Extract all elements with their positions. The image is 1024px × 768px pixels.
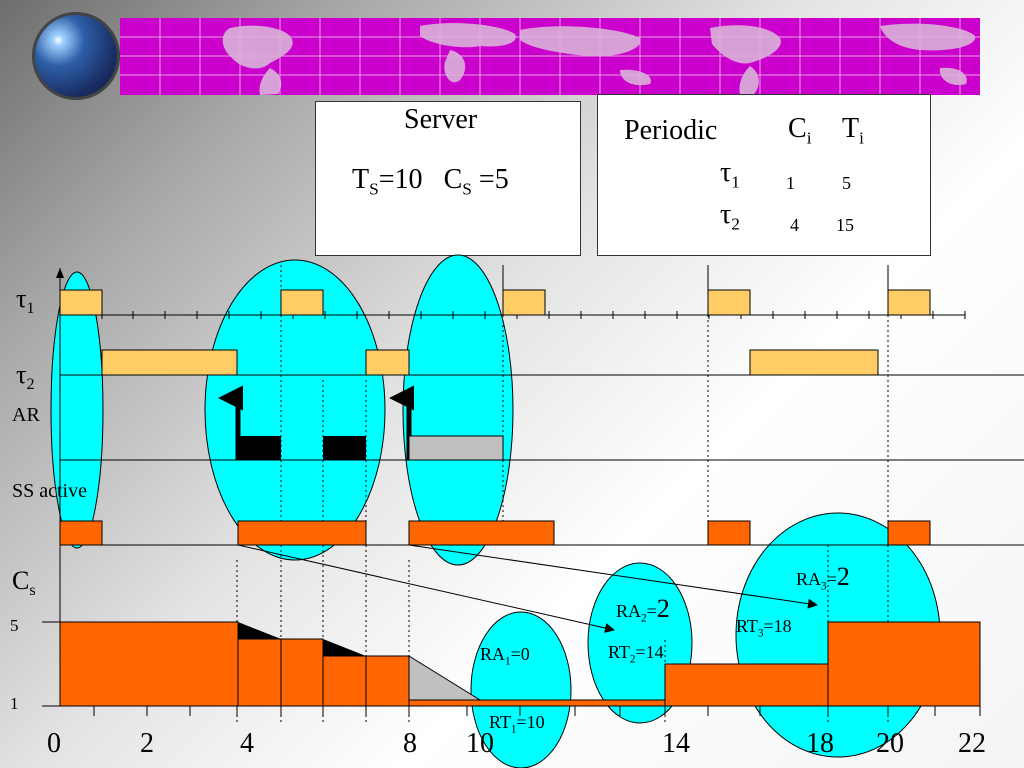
row-label-ar: AR <box>12 404 40 426</box>
replenishment-arrows <box>237 544 818 633</box>
task-2-symbol: τ2 <box>720 199 740 234</box>
tau1-job <box>502 289 546 316</box>
tau1-job <box>707 289 751 316</box>
aperiodic-exec <box>238 436 281 460</box>
x-tick-label: 8 <box>403 728 417 759</box>
capacity-block <box>365 655 410 707</box>
ra2-label: RA2=2 <box>616 594 670 625</box>
capacity-consumed <box>323 639 366 656</box>
ra3-label: RA3=2 <box>796 562 850 593</box>
task-1-c: 1 <box>786 173 795 193</box>
aperiodic-exec <box>323 436 366 460</box>
capacity-block <box>59 621 239 707</box>
tau1-job <box>280 289 324 316</box>
task-2-c: 4 <box>790 215 799 235</box>
highlight-ellipse <box>402 254 514 566</box>
ra1-label: RA1=0 <box>480 644 530 668</box>
periodic-title: Periodic <box>624 115 718 146</box>
tau2-job <box>749 349 879 376</box>
highlight-ellipse <box>204 259 386 561</box>
row-label-cs: Cs <box>12 566 36 600</box>
x-tick-label: 4 <box>240 728 254 759</box>
x-tick-label: 0 <box>47 728 61 759</box>
x-tick-label: 18 <box>806 728 834 759</box>
rt1-label: RT1=10 <box>489 712 545 736</box>
server-active <box>237 520 367 546</box>
tau2-job <box>101 349 238 376</box>
server-active-intervals <box>59 520 931 546</box>
tau2-job <box>365 349 410 376</box>
rt2-label: RT2=14 <box>608 642 664 666</box>
server-active <box>707 520 751 546</box>
server-box: Server TS=10 CS =5 <box>315 101 581 256</box>
server-title: Server <box>404 104 478 135</box>
capacity-consumed <box>238 622 281 639</box>
periodic-tasks-box: Periodic Ci Ti τ1 1 5 τ2 4 15 <box>597 94 931 256</box>
capacity-block <box>408 699 666 707</box>
server-active <box>408 520 555 546</box>
capacity-block <box>322 655 367 707</box>
col-c-header: Ci <box>788 113 812 148</box>
tau1-job <box>59 289 103 316</box>
col-t-header: Ti <box>842 113 864 148</box>
aperiodic-requests <box>218 385 504 461</box>
server-capacity <box>59 621 981 707</box>
server-active <box>887 520 931 546</box>
x-tick-label: 22 <box>958 728 986 759</box>
capacity-block <box>237 638 282 707</box>
task-1-symbol: τ1 <box>720 157 740 192</box>
highlight-ellipse <box>470 611 572 768</box>
task-1-t: 5 <box>842 173 851 193</box>
task-2-t: 15 <box>836 215 854 235</box>
x-tick-label: 10 <box>466 728 494 759</box>
rt3-label: RT3=18 <box>736 616 792 640</box>
world-map-banner <box>120 18 980 95</box>
map-grid <box>120 18 980 95</box>
x-tick-label: 20 <box>876 728 904 759</box>
row-label-tau2: τ2 <box>16 360 35 394</box>
capacity-block <box>827 621 981 707</box>
globe-icon <box>32 12 120 100</box>
time-markers <box>502 265 889 315</box>
capacity-block <box>664 663 829 707</box>
tau1-jobs <box>59 289 931 316</box>
aperiodic-pending <box>408 435 504 461</box>
server-params: TS=10 CS =5 <box>352 164 509 199</box>
highlight-ellipse <box>50 271 104 549</box>
row-label-tau1: τ1 <box>16 284 35 318</box>
tau1-job <box>887 289 931 316</box>
x-tick-label: 2 <box>140 728 154 759</box>
tau2-jobs <box>101 349 879 376</box>
y-tick-1: 1 <box>10 694 19 713</box>
capacity-block <box>280 638 324 707</box>
y-tick-5: 5 <box>10 616 19 635</box>
capacity-consumed <box>408 655 482 701</box>
x-tick-label: 14 <box>662 728 690 759</box>
x-axis-ticks <box>93 706 981 716</box>
row-label-ss-active: SS active <box>12 480 87 502</box>
server-active <box>59 520 103 546</box>
